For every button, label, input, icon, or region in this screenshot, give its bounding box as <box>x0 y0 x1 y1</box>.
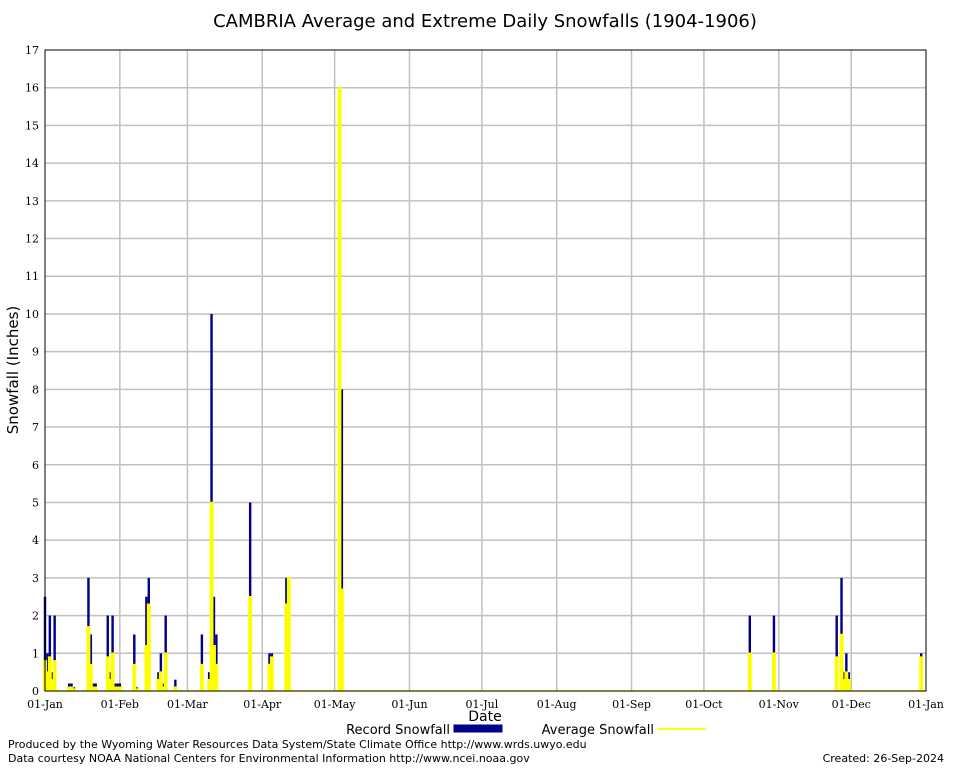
x-tick-label: 01-Jun <box>391 698 427 711</box>
y-tick-label: 7 <box>32 421 39 434</box>
record-bar <box>200 634 204 691</box>
x-tick-label: 01-May <box>314 698 357 711</box>
y-tick-label: 9 <box>32 346 39 359</box>
y-tick-label: 8 <box>32 383 39 396</box>
y-tick-label: 14 <box>25 157 39 170</box>
x-tick-label: 01-Jan <box>908 698 944 711</box>
record-bar <box>835 615 838 691</box>
legend-label-average: Average Snowfall <box>542 723 654 738</box>
legend-label-record: Record Snowfall <box>346 723 450 738</box>
y-tick-label: 15 <box>25 119 39 132</box>
x-tick-label: 01-Dec <box>832 698 871 711</box>
record-bar <box>53 615 56 691</box>
footer-created: Created: 26-Sep-2024 <box>822 752 944 765</box>
record-bar <box>133 634 136 691</box>
y-tick-label: 1 <box>32 647 39 660</box>
x-tick-label: 01-Apr <box>243 698 282 711</box>
x-axis-ticks: 01-Jan 01-Feb 01-Mar 01-Apr 01-May 01-Jun 01-J… <box>27 698 944 711</box>
x-tick-label: 01-Nov <box>759 698 800 711</box>
x-tick-label: 01-Jan <box>27 698 63 711</box>
y-tick-label: 17 <box>25 44 39 57</box>
y-tick-label: 16 <box>25 82 39 95</box>
legend: Record Snowfall Average Snowfall <box>346 723 706 738</box>
record-bar <box>48 615 52 691</box>
record-bar <box>145 596 148 691</box>
y-tick-label: 0 <box>32 685 39 698</box>
x-axis-label: Date <box>468 709 501 725</box>
y-tick-label: 12 <box>25 233 39 246</box>
x-tick-label: 01-Oct <box>685 698 723 711</box>
y-tick-label: 3 <box>32 572 39 585</box>
record-bar <box>174 679 177 691</box>
x-tick-label: 01-Feb <box>101 698 139 711</box>
record-bar <box>340 389 344 691</box>
plot-frame <box>44 49 927 692</box>
y-tick-label: 13 <box>25 195 39 208</box>
y-axis-label: Snowfall (Inches) <box>4 306 22 434</box>
y-tick-label: 10 <box>25 308 39 321</box>
y-tick-label: 4 <box>32 534 39 547</box>
footer-produced-by: Produced by the Wyoming Water Resources … <box>8 738 587 751</box>
x-tick-label: 01-Jul <box>466 698 499 711</box>
y-tick-label: 2 <box>32 610 39 623</box>
x-tick-label: 01-Sep <box>612 698 651 711</box>
chart-title: CAMBRIA Average and Extreme Daily Snowfa… <box>213 11 757 32</box>
record-bar <box>212 596 216 691</box>
x-tick-label: 01-Mar <box>167 698 209 711</box>
x-tick-label: 01-Aug <box>537 698 577 711</box>
y-tick-label: 5 <box>32 496 39 509</box>
record-bar <box>89 634 93 691</box>
y-tick-label: 11 <box>25 270 39 283</box>
legend-swatch-record <box>453 724 503 733</box>
record-bar <box>215 634 218 691</box>
footer-data-courtesy: Data courtesy NOAA National Centers for … <box>8 752 530 765</box>
grid-lines <box>45 50 926 691</box>
y-tick-label: 6 <box>32 459 39 472</box>
record-bar <box>106 615 109 691</box>
